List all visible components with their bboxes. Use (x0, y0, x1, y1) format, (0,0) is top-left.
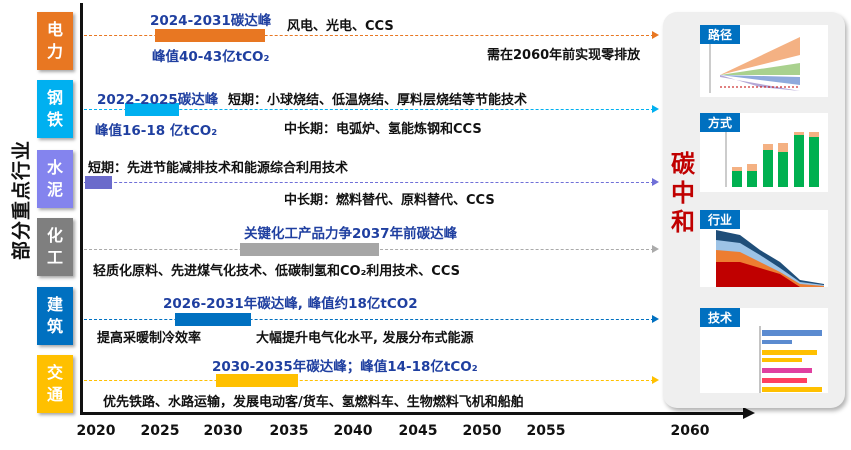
tech-power: 风电、光电、CCS (287, 19, 394, 34)
thumbnail-tag: 方式 (700, 113, 741, 132)
year-tick: 2055 (526, 423, 566, 439)
thumbnail-method: 方式 (700, 113, 828, 192)
peak-bar-cement (85, 176, 112, 189)
tech-building-2: 大幅提升电气化水平, 发展分布式能源 (256, 331, 474, 346)
sector-chemical: 化工 (37, 218, 73, 276)
note-power: 需在2060年前实现零排放 (487, 48, 641, 63)
thumbnail-pathway: 路径 (700, 25, 828, 97)
peak-label-power: 2024-2031碳达峰 (150, 13, 272, 29)
peak-value-power: 峰值40-43亿tCO₂ (152, 49, 270, 65)
short-term-cement: 短期：先进节能减排技术和能源综合利用技术 (88, 161, 349, 176)
technology-table-image (759, 326, 822, 393)
y-axis-label: 部分重点行业 (10, 139, 33, 261)
sector-transport: 交通 (37, 355, 73, 413)
peak-label-steel: 2022-2025碳达峰 (97, 92, 219, 108)
year-tick: 2050 (462, 423, 502, 439)
x-axis (80, 412, 745, 415)
peak-bar-steel (125, 103, 179, 116)
sector-steel: 钢铁 (37, 80, 73, 138)
year-tick: 2060 (670, 423, 710, 439)
peak-bar-building (175, 313, 251, 326)
industry-chart-image (716, 230, 824, 287)
year-tick: 2030 (203, 423, 243, 439)
thumbnail-industry: 行业 (700, 210, 828, 287)
long-term-steel: 中长期：电弧炉、氢能炼钢和CCS (284, 122, 482, 137)
arrow-icon (652, 31, 659, 39)
short-term-steel: 短期：小球烧结、低温烧结、厚料层烧结等节能技术 (228, 93, 528, 108)
peak-bar-chemical (240, 243, 379, 256)
year-tick: 2035 (269, 423, 309, 439)
timeline-building (84, 319, 654, 320)
timeline-power (84, 35, 654, 36)
timeline-steel (84, 109, 654, 110)
tech-chemical: 轻质化原料、先进煤气化技术、低碳制氢和CO₂利用技术、CCS (93, 264, 460, 279)
peak-label-transport: 2030-2035年碳达峰；峰值14-18亿tCO₂ (212, 359, 478, 375)
peak-value-steel: 峰值16-18 亿tCO₂ (95, 123, 218, 139)
peak-label-building: 2026-2031年碳达峰, 峰值约18亿tCO2 (163, 296, 418, 312)
thumbnail-technology: 技术 (700, 308, 828, 393)
thumbnail-tag: 行业 (700, 210, 741, 229)
tech-building-1: 提高采暖制冷效率 (97, 331, 202, 346)
peak-bar-transport (216, 374, 298, 387)
sector-power: 电力 (37, 12, 73, 70)
timeline-transport (84, 380, 654, 381)
arrow-icon (652, 105, 659, 113)
x-axis-arrow-icon (743, 407, 755, 419)
year-tick: 2025 (140, 423, 180, 439)
sector-cement: 水泥 (37, 150, 73, 208)
arrow-icon (652, 376, 659, 384)
year-tick: 2020 (76, 423, 116, 439)
y-axis (80, 3, 83, 415)
timeline-cement (84, 182, 654, 183)
tech-transport: 优先铁路、水路运输，发展电动客/货车、氢燃料车、生物燃料飞机和船舶 (103, 395, 524, 410)
thumbnail-tag: 路径 (700, 25, 741, 44)
arrow-icon (652, 315, 659, 323)
peak-bar-power (155, 29, 265, 42)
arrow-icon (652, 245, 659, 253)
thumbnail-tag: 技术 (700, 308, 741, 327)
peak-label-chemical: 关键化工产品力争2037年前碳达峰 (244, 226, 458, 242)
year-tick: 2045 (398, 423, 438, 439)
carbon-neutral-title: 碳中和 (671, 150, 695, 236)
sector-building: 建筑 (37, 287, 73, 345)
arrow-icon (652, 178, 659, 186)
method-chart-image (725, 129, 819, 187)
year-tick: 2040 (333, 423, 373, 439)
long-term-cement: 中长期：燃料替代、原料替代、CCS (284, 193, 495, 208)
